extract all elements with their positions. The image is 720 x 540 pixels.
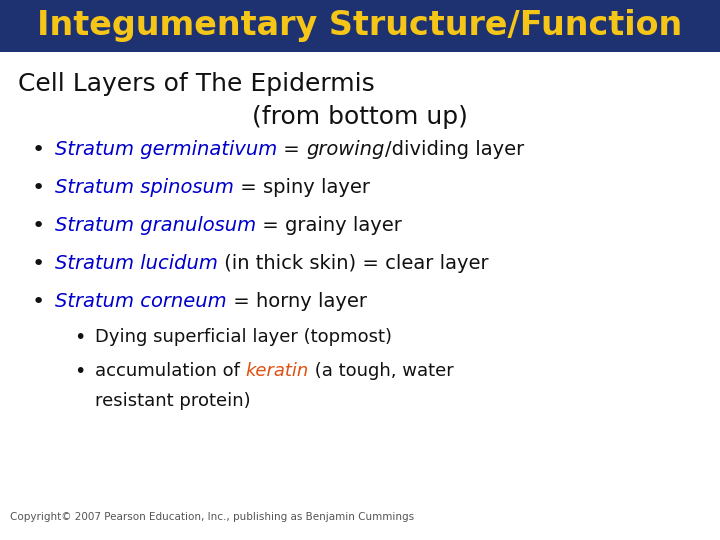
Text: Stratum lucidum: Stratum lucidum (55, 254, 218, 273)
Text: keratin: keratin (246, 362, 309, 380)
Text: (from bottom up): (from bottom up) (252, 105, 468, 129)
Text: (a tough, water: (a tough, water (309, 362, 454, 380)
Text: = horny layer: = horny layer (227, 292, 366, 311)
Text: •: • (32, 216, 45, 236)
Text: growing: growing (306, 140, 384, 159)
Text: Stratum granulosum: Stratum granulosum (55, 216, 256, 235)
Bar (0, 0, 720, 52)
Text: Copyright© 2007 Pearson Education, Inc., publishing as Benjamin Cummings: Copyright© 2007 Pearson Education, Inc.,… (10, 512, 414, 522)
Text: Stratum corneum: Stratum corneum (55, 292, 227, 311)
Text: = grainy layer: = grainy layer (256, 216, 402, 235)
Text: Integumentary Structure/Function: Integumentary Structure/Function (37, 10, 683, 43)
Text: /dividing layer: /dividing layer (384, 140, 524, 159)
Text: Cell Layers of The Epidermis: Cell Layers of The Epidermis (18, 72, 374, 96)
Text: resistant protein): resistant protein) (95, 392, 251, 410)
Text: •: • (32, 254, 45, 274)
Text: Dying superficial layer (topmost): Dying superficial layer (topmost) (95, 328, 392, 346)
Text: (in thick skin) = clear layer: (in thick skin) = clear layer (218, 254, 488, 273)
Text: =: = (277, 140, 306, 159)
Text: accumulation of: accumulation of (95, 362, 246, 380)
Text: •: • (32, 292, 45, 312)
Text: •: • (74, 362, 86, 381)
Text: •: • (74, 328, 86, 347)
Text: •: • (32, 178, 45, 198)
Text: •: • (32, 140, 45, 160)
Text: = spiny layer: = spiny layer (234, 178, 370, 197)
Text: Stratum germinativum: Stratum germinativum (55, 140, 277, 159)
Text: Stratum spinosum: Stratum spinosum (55, 178, 234, 197)
